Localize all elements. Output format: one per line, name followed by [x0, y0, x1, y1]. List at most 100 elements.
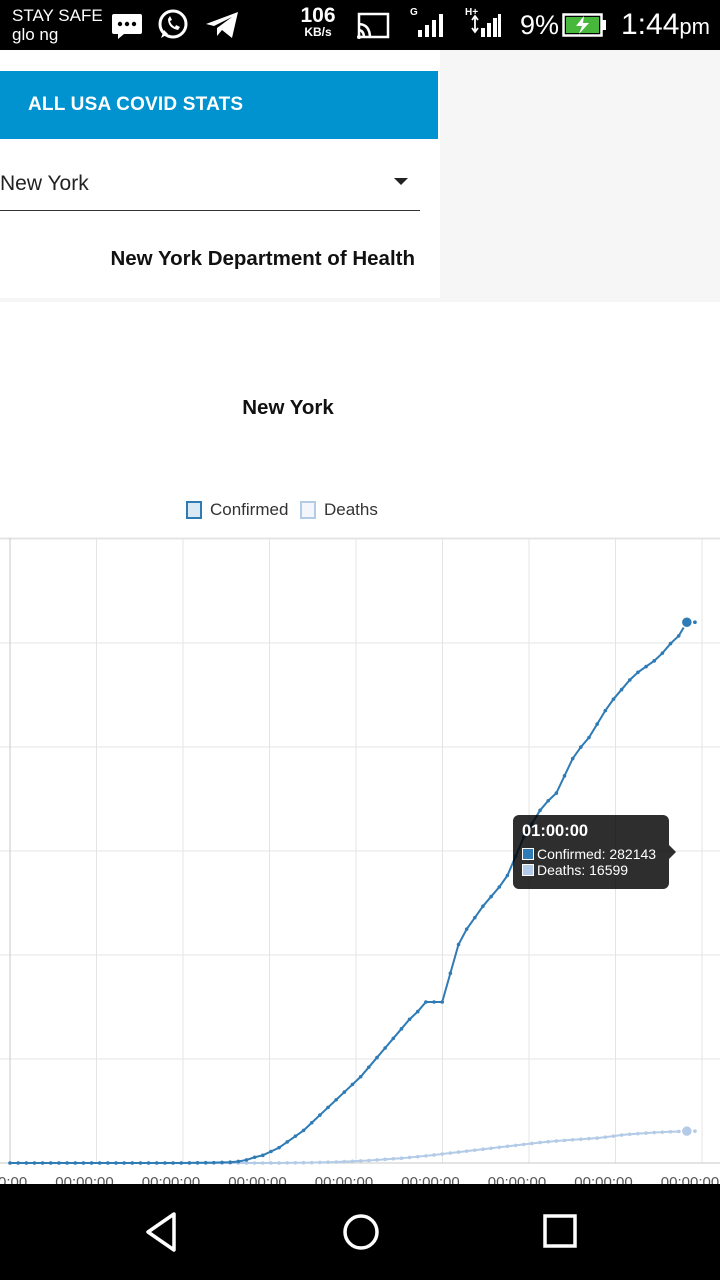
series-line-deaths [10, 1130, 695, 1164]
data-point-confirmed [473, 915, 477, 920]
data-point-deaths [350, 1159, 355, 1164]
state-select[interactable]: New York [0, 158, 420, 211]
legend-swatch-confirmed [186, 501, 202, 519]
data-point-confirmed [244, 1158, 249, 1162]
data-point-deaths [415, 1154, 420, 1159]
data-point-confirmed [187, 1161, 192, 1165]
data-point-confirmed [668, 641, 673, 646]
all-usa-covid-stats-button[interactable]: ALL USA COVID STATS [0, 71, 438, 139]
data-point-deaths [603, 1135, 608, 1139]
data-point-confirmed [399, 1027, 404, 1031]
data-point-confirmed [228, 1160, 232, 1165]
tooltip-swatch-deaths [522, 864, 534, 876]
data-point-deaths [342, 1159, 347, 1164]
data-point-confirmed [579, 745, 583, 749]
data-point-deaths [260, 1161, 265, 1165]
recents-icon[interactable] [535, 1210, 585, 1254]
data-point-confirmed [603, 708, 608, 713]
battery-percent: 9% [520, 10, 560, 40]
data-point-confirmed [554, 791, 559, 795]
data-point-confirmed [277, 1145, 281, 1150]
data-point-confirmed [440, 1000, 445, 1004]
battery-charging-icon [562, 13, 606, 37]
data-point-deaths [554, 1139, 559, 1143]
data-point-confirmed [432, 1000, 436, 1004]
back-icon[interactable] [138, 1210, 188, 1254]
clock: 1:44pm [621, 9, 710, 43]
data-point-deaths [611, 1134, 616, 1138]
data-point-confirmed [309, 1120, 314, 1125]
data-point-deaths [668, 1129, 673, 1134]
tooltip-deaths: Deaths: 16599 [522, 862, 660, 878]
data-point-deaths [383, 1157, 387, 1162]
data-point-confirmed [424, 1000, 428, 1004]
tooltip-title: 01:00:00 [522, 822, 589, 840]
data-point-confirmed [106, 1161, 110, 1165]
legend-swatch-deaths [300, 501, 316, 519]
sim2-network-type: H+ [465, 7, 479, 18]
tooltip-confirmed: Confirmed: 282143 [522, 846, 660, 862]
data-point-confirmed [16, 1161, 20, 1165]
data-point-confirmed [236, 1159, 241, 1164]
network-speed-unit: KB/s [304, 25, 332, 39]
data-point-confirmed [24, 1161, 29, 1165]
telegram-icon [206, 12, 238, 38]
data-point-deaths [318, 1160, 322, 1165]
data-point-deaths [309, 1160, 314, 1165]
data-point-confirmed [415, 1009, 420, 1014]
tooltip-confirmed-label: Confirmed: 282143 [537, 846, 657, 862]
data-point-deaths [424, 1154, 428, 1158]
data-point-deaths [562, 1138, 567, 1143]
chevron-down-icon [394, 178, 408, 185]
data-point-deaths [448, 1151, 453, 1155]
x-tick-label: 00:00:00 [488, 1174, 546, 1184]
data-point-confirmed [32, 1161, 37, 1165]
data-point-confirmed [179, 1161, 184, 1165]
data-point-confirmed [505, 873, 510, 878]
x-tick-label: 00:00:00 [142, 1174, 200, 1184]
chart-title: New York [242, 396, 334, 419]
line-chart[interactable]: 00:00:00 00:00:00 00:00:00 00:00:00 00:00:00… [0, 530, 720, 1184]
data-point-deaths [538, 1140, 542, 1145]
data-point-deaths [619, 1133, 624, 1137]
data-point-deaths [513, 1143, 518, 1148]
data-point-confirmed [318, 1113, 322, 1117]
home-icon[interactable] [336, 1210, 386, 1254]
data-point-confirmed [195, 1161, 200, 1165]
data-point-deaths [481, 1147, 485, 1151]
data-point-confirmed [114, 1161, 118, 1165]
data-point-deaths [375, 1158, 379, 1162]
legend-item-deaths[interactable]: Deaths [300, 500, 378, 520]
messaging-icon [112, 14, 142, 39]
data-point-confirmed [89, 1161, 94, 1165]
data-point-confirmed [285, 1140, 290, 1144]
data-point-confirmed [138, 1161, 143, 1165]
legend-label-confirmed: Confirmed [210, 500, 289, 519]
carrier-line-2: glo ng [12, 25, 59, 44]
data-point-confirmed [212, 1160, 216, 1165]
tooltip-deaths-label: Deaths: 16599 [537, 862, 629, 878]
data-point-confirmed [546, 798, 551, 803]
data-point-confirmed [562, 774, 567, 778]
chart-tooltip: 01:00:00 Confirmed: 282143 Deaths: 16599 [513, 815, 676, 889]
highlighted-point-deaths [680, 1124, 694, 1138]
data-point-deaths [579, 1137, 583, 1142]
data-point-confirmed [326, 1105, 330, 1110]
data-point-confirmed [652, 659, 657, 663]
data-point-deaths [277, 1161, 281, 1165]
data-point-confirmed [146, 1161, 151, 1165]
status-bar: STAY SAFE glo ng 106 KB/s G [0, 0, 720, 50]
legend-item-confirmed[interactable]: Confirmed [186, 500, 288, 520]
clock-suffix: pm [679, 14, 710, 39]
data-point-confirmed [448, 971, 453, 976]
x-tick-label: 00:00:00 [401, 1174, 459, 1184]
data-point-confirmed [636, 670, 640, 675]
x-tick-label: 00:00:00 [574, 1174, 632, 1184]
data-point-deaths [644, 1131, 648, 1135]
x-tick-label: 00:00:00 [0, 1174, 27, 1184]
data-point-deaths [285, 1161, 290, 1165]
data-point-confirmed [220, 1160, 224, 1165]
x-tick-label: 00:00:00 [228, 1174, 286, 1184]
data-point-deaths [595, 1136, 599, 1140]
data-point-deaths [587, 1136, 591, 1141]
